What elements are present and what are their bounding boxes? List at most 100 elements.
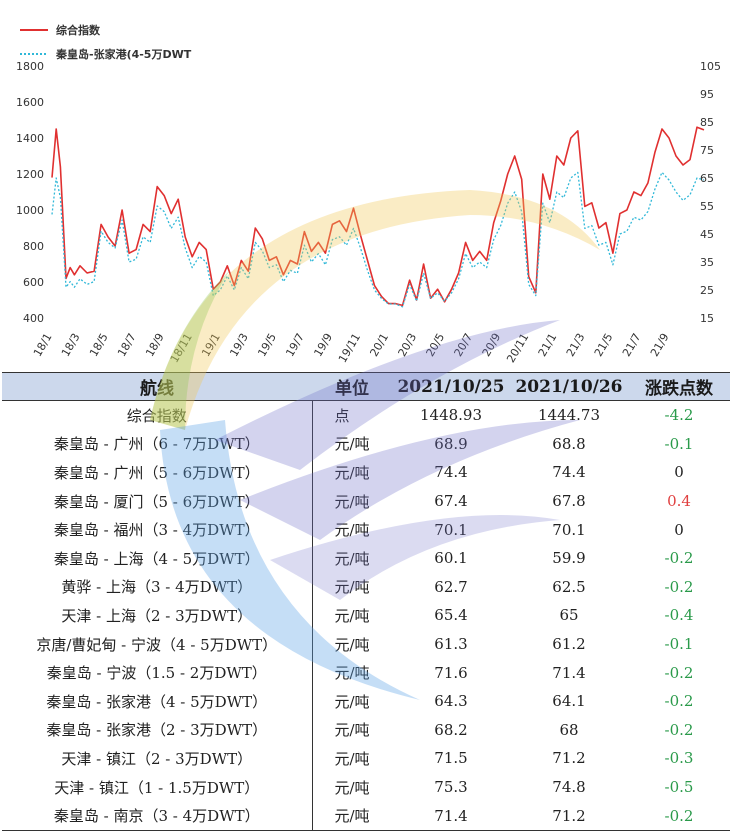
unit-cell: 点 (334, 406, 350, 425)
y-axis-right: 15 25 35 45 55 65 75 85 95 105 (700, 60, 721, 325)
freight-rate-table-wrap: 航线 单位 2021/10/25 2021/10/26 涨跌点数 综合指数 点 14… (2, 372, 730, 831)
table-row: 天津 - 上海（2 - 3万DWT） 元/吨 65.4 65 -0.4 (2, 601, 730, 630)
route-cell: 天津 - 镇江（2 - 3万DWT） (2, 744, 313, 773)
y-right-tick-label: 15 (700, 312, 714, 325)
table-row: 秦皇岛 - 福州（3 - 4万DWT） 元/吨 70.1 70.1 0 (2, 515, 730, 544)
x-tick-label: 21/7 (620, 331, 644, 359)
header-date-1: 2021/10/25 (392, 372, 510, 401)
route-cell: 秦皇岛 - 广州（5 - 6万DWT） (2, 458, 313, 487)
unit-cell: 元/吨 (334, 664, 370, 683)
table-body: 综合指数 点 1448.93 1444.73 -4.2 秦皇岛 - 广州（6 - 7万DW… (2, 400, 730, 831)
y-left-tick-label: 1000 (16, 204, 44, 217)
x-tick-label: 20/5 (424, 331, 448, 359)
change-cell: -0.2 (664, 692, 694, 711)
y-left-tick-label: 1200 (16, 168, 44, 181)
route-cell: 秦皇岛 - 南京（3 - 4万DWT） (2, 801, 313, 831)
table-header-row: 航线 单位 2021/10/25 2021/10/26 涨跌点数 (2, 372, 730, 401)
series-line-composite (51, 126, 705, 307)
legend-label-composite: 综合指数 (56, 23, 101, 37)
y-right-tick-label: 25 (700, 284, 714, 297)
value-2021-10-26-cell: 74.4 (552, 463, 586, 482)
x-tick-label: 18/9 (143, 331, 167, 359)
x-tick-label: 20/11 (504, 331, 531, 365)
value-2021-10-25-cell: 68.9 (434, 434, 468, 453)
route-cell: 秦皇岛 - 张家港（4 - 5万DWT） (2, 686, 313, 716)
x-tick-label: 21/9 (648, 331, 672, 359)
table-row: 秦皇岛 - 张家港（2 - 3万DWT） 元/吨 68.2 68 -0.2 (2, 715, 730, 745)
route-cell: 天津 - 镇江（1 - 1.5万DWT） (2, 772, 313, 802)
value-2021-10-26-cell: 67.8 (552, 492, 586, 511)
route-cell: 秦皇岛 - 张家港（2 - 3万DWT） (2, 715, 313, 745)
value-2021-10-25-cell: 65.4 (434, 606, 468, 625)
change-cell: -0.2 (664, 549, 694, 568)
y-right-tick-label: 75 (700, 144, 714, 157)
unit-cell: 元/吨 (334, 721, 370, 740)
series-line-qhd-zjg (51, 171, 705, 308)
value-2021-10-26-cell: 1444.73 (537, 406, 601, 425)
value-2021-10-25-cell: 71.6 (434, 663, 468, 682)
y-right-tick-label: 55 (700, 200, 714, 213)
value-2021-10-26-cell: 62.5 (552, 577, 586, 596)
value-2021-10-25-cell: 71.5 (434, 749, 468, 768)
freight-rate-table: 航线 单位 2021/10/25 2021/10/26 涨跌点数 综合指数 点 14… (2, 372, 730, 831)
change-cell: -0.1 (664, 434, 694, 453)
y-left-tick-label: 1600 (16, 96, 44, 109)
change-cell: -0.2 (628, 801, 730, 831)
value-2021-10-25-cell: 67.4 (434, 492, 468, 511)
unit-cell: 元/吨 (334, 578, 370, 597)
table-row: 京唐/曹妃甸 - 宁波（4 - 5万DWT） 元/吨 61.3 61.2 -0.1 (2, 629, 730, 659)
value-2021-10-25-cell: 60.1 (434, 549, 468, 568)
y-left-tick-label: 1800 (16, 60, 44, 73)
change-cell: -0.2 (664, 663, 694, 682)
x-tick-label: 18/7 (115, 331, 139, 359)
x-tick-label: 20/1 (368, 331, 392, 359)
value-2021-10-26-cell: 71.2 (510, 801, 628, 831)
table-row: 秦皇岛 - 张家港（4 - 5万DWT） 元/吨 64.3 64.1 -0.2 (2, 686, 730, 716)
x-tick-label: 20/9 (480, 331, 504, 359)
x-tick-label: 19/7 (283, 331, 307, 359)
unit-cell: 元/吨 (334, 635, 370, 654)
value-2021-10-26-cell: 61.2 (552, 635, 586, 654)
value-2021-10-25-cell: 70.1 (434, 520, 468, 539)
value-2021-10-25-cell: 68.2 (434, 720, 468, 739)
route-cell: 秦皇岛 - 广州（6 - 7万DWT） (2, 429, 313, 459)
x-axis: 18/1 18/3 18/5 18/7 18/9 18/11 19/1 19/3 19/5 19/… (31, 331, 672, 365)
value-2021-10-26-cell: 71.4 (552, 663, 586, 682)
unit-cell: 元/吨 (334, 778, 370, 797)
value-2021-10-26-cell: 68.8 (552, 434, 586, 453)
x-tick-label: 21/5 (592, 331, 616, 359)
y-left-tick-label: 1400 (16, 132, 44, 145)
table-row: 天津 - 镇江（1 - 1.5万DWT） 元/吨 75.3 74.8 -0.5 (2, 772, 730, 802)
series-layer (51, 126, 705, 308)
change-cell: -4.2 (664, 406, 694, 425)
value-2021-10-25-cell: 74.4 (434, 463, 468, 482)
table-row: 综合指数 点 1448.93 1444.73 -4.2 (2, 400, 730, 430)
y-axis-left: 400 600 800 1000 1200 1400 1600 1800 (16, 60, 44, 325)
unit-cell: 元/吨 (334, 463, 370, 482)
unit-cell: 元/吨 (334, 435, 370, 454)
y-left-tick-label: 400 (23, 312, 44, 325)
unit-cell: 元/吨 (334, 521, 370, 540)
x-tick-label: 18/5 (87, 331, 111, 359)
chart-legend: 综合指数 秦皇岛-张家港(4-5万DWT (20, 23, 192, 61)
change-cell: -0.2 (664, 577, 694, 596)
change-cell: 0 (674, 463, 684, 482)
value-2021-10-26-cell: 65 (559, 606, 579, 625)
route-cell: 秦皇岛 - 厦门（5 - 6万DWT） (2, 486, 313, 516)
change-cell: 0.4 (667, 492, 691, 511)
y-right-tick-label: 45 (700, 228, 714, 241)
header-route: 航线 (2, 372, 312, 401)
header-unit: 单位 (312, 372, 392, 401)
value-2021-10-26-cell: 74.8 (552, 778, 586, 797)
value-2021-10-26-cell: 70.1 (552, 520, 586, 539)
unit-cell: 元/吨 (334, 549, 370, 568)
route-cell: 秦皇岛 - 上海（4 - 5万DWT） (2, 543, 313, 573)
value-2021-10-26-cell: 64.1 (552, 692, 586, 711)
value-2021-10-25-cell: 64.3 (434, 692, 468, 711)
route-cell: 京唐/曹妃甸 - 宁波（4 - 5万DWT） (2, 629, 313, 659)
x-tick-label: 21/3 (564, 331, 588, 359)
value-2021-10-26-cell: 68 (559, 720, 579, 739)
unit-cell: 元/吨 (334, 492, 370, 511)
unit-cell: 元/吨 (334, 692, 370, 711)
y-right-tick-label: 35 (700, 256, 714, 269)
